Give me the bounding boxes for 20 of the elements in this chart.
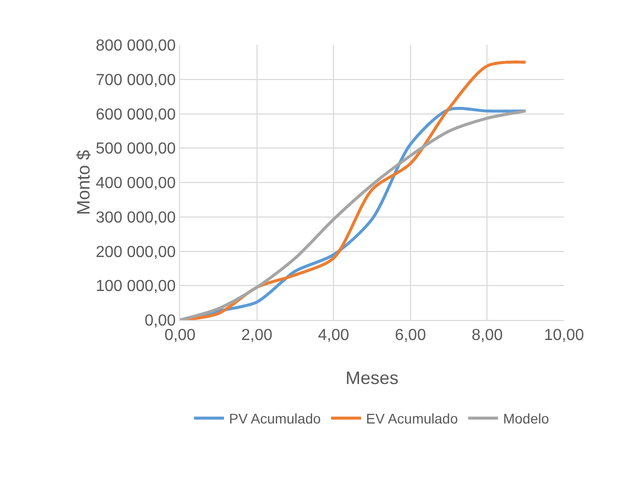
x-tick-label: 6,00	[394, 327, 426, 344]
x-tick-label: 10,00	[544, 327, 584, 344]
y-axis-title: Monto $	[74, 150, 94, 216]
x-tick-label: 0,00	[164, 327, 196, 344]
x-tick-label: 2,00	[241, 327, 272, 344]
y-tick-label: 300 000,00	[96, 209, 176, 226]
x-tick-label: 8,00	[472, 327, 503, 344]
x-axis-title: Meses	[345, 368, 399, 388]
legend-label: Modelo	[503, 410, 550, 427]
y-tick-label: 600 000,00	[96, 106, 176, 124]
y-tick-label: 0,00	[144, 312, 176, 330]
y-tick-label: 700 000,00	[96, 72, 176, 89]
y-tick-label: 400 000,00	[96, 175, 176, 192]
y-tick-label: 200 000,00	[96, 244, 176, 261]
y-tick-label: 500 000,00	[96, 140, 176, 158]
legend-label: PV Acumulado	[229, 410, 322, 427]
x-tick-label: 4,00	[318, 327, 350, 344]
y-tick-label: 100 000,00	[96, 278, 176, 296]
legend-label: EV Acumulado	[366, 410, 458, 427]
y-tick-label: 800 000,00	[96, 38, 176, 55]
